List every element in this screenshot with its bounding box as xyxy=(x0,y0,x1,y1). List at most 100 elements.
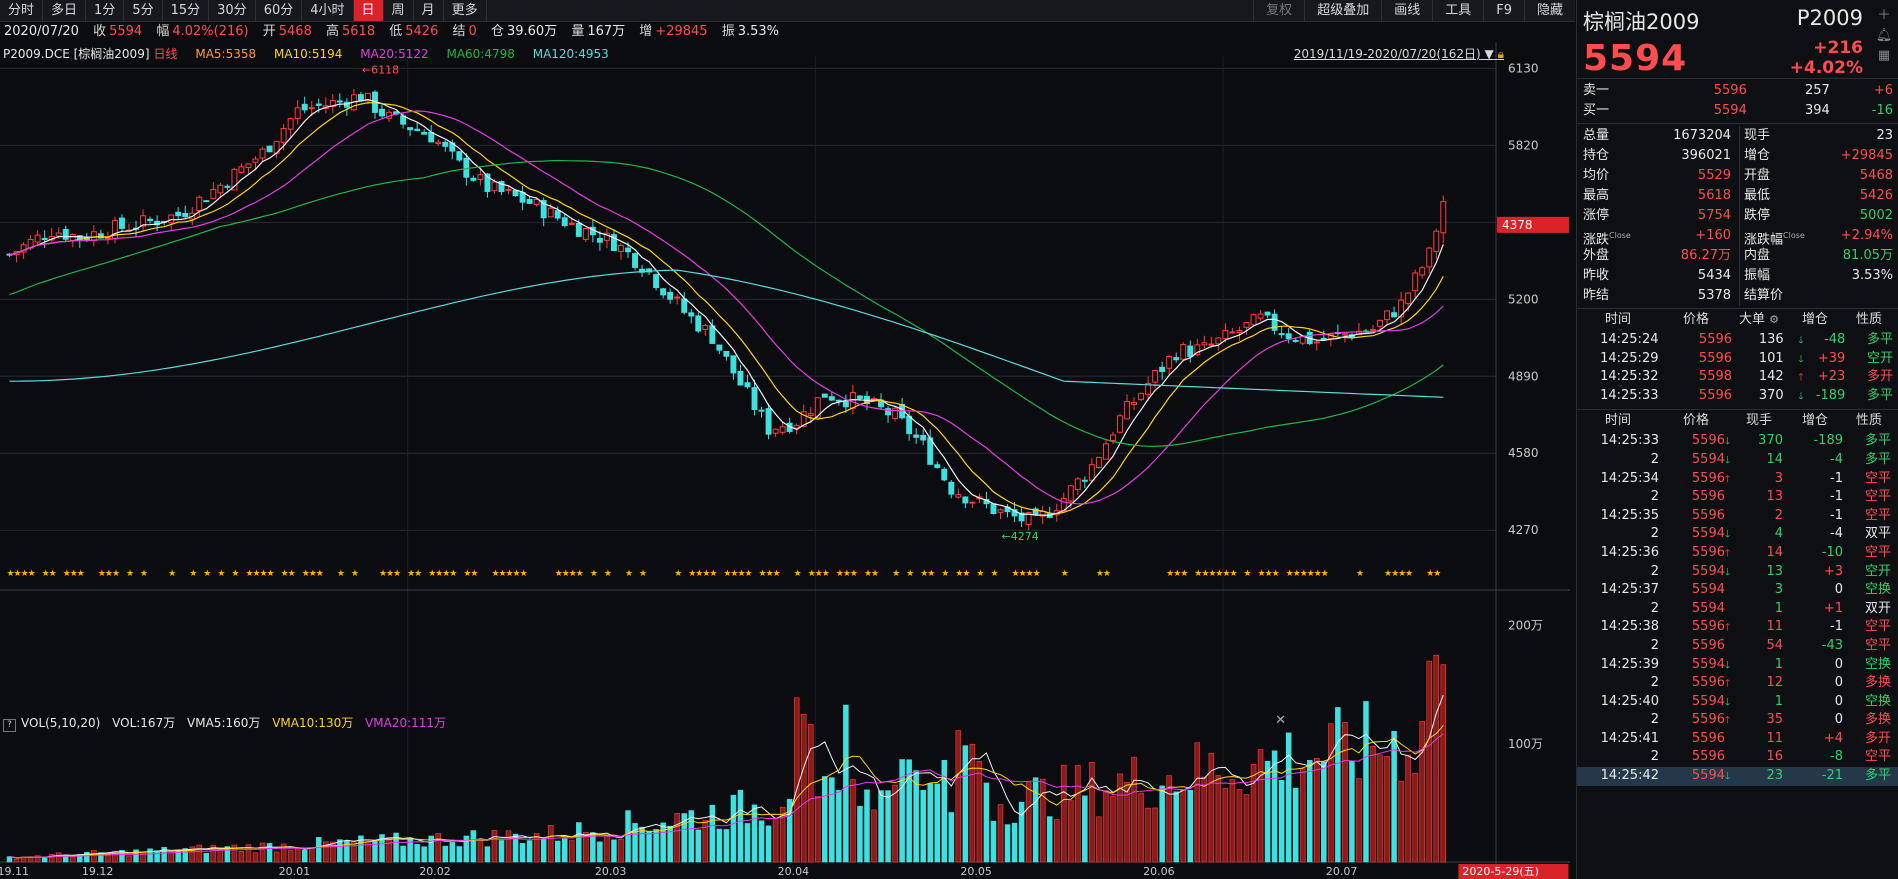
tab-period-3[interactable]: 5分 xyxy=(124,0,163,21)
tab-period-5[interactable]: 30分 xyxy=(209,0,256,21)
toolbar-button-0[interactable]: 复权 xyxy=(1253,0,1304,21)
candle-body xyxy=(1138,393,1145,400)
stat-label-right: 内盘 xyxy=(1739,246,1816,266)
tick-row[interactable]: 14:25:36 5596 🡑 14 -10 空平 xyxy=(1577,544,1898,563)
signal-star: ★ xyxy=(463,569,471,579)
tab-period-10[interactable]: 月 xyxy=(414,0,444,21)
big-trade-row[interactable]: 14:25:32 5598 142 🡑 +23 多开 xyxy=(1577,368,1898,387)
settings-icon[interactable]: ⚙ xyxy=(1769,313,1779,326)
volume-bar xyxy=(1243,794,1250,863)
tab-period-0[interactable]: 分时 xyxy=(0,0,44,21)
tab-period-8[interactable]: 日 xyxy=(353,0,384,21)
signal-star: ★ xyxy=(245,569,253,579)
signal-star: ★ xyxy=(1426,569,1434,579)
kline-chart[interactable]: 6130582055105200489045804270←6118←427443… xyxy=(0,42,1570,879)
candle-body xyxy=(1187,345,1194,357)
signal-star: ★ xyxy=(1026,569,1034,579)
toolbar-button-5[interactable]: 隐藏 xyxy=(1523,0,1575,21)
bell-icon[interactable]: 🔔︎ xyxy=(1875,28,1893,43)
tick-list[interactable]: 时间 价格 现手 增仓 性质 14:25:33 5596 🡓 370 -189 多平 2 5594 🡓 14… xyxy=(1577,410,1898,786)
signal-star: ★ xyxy=(674,569,682,579)
tab-period-1[interactable]: 多日 xyxy=(43,0,87,21)
volume-bar xyxy=(477,838,484,863)
tick-row[interactable]: 14:25:38 5596 🡑 11 -1 空平 xyxy=(1577,618,1898,637)
date-range-selector[interactable]: 2019/11/19-2020/07/20(162日) ▼ 🔒︎ xyxy=(1294,45,1504,62)
help-icon[interactable]: ? xyxy=(3,719,16,732)
signal-star: ★ xyxy=(77,569,85,579)
trade-qty: 136 xyxy=(1758,332,1784,347)
tick-row[interactable]: 2 5596 54 -43 空平 xyxy=(1577,637,1898,656)
tick-oi: -1 xyxy=(1830,489,1843,505)
tick-row[interactable]: 2 5594 1 +1 双开 xyxy=(1577,600,1898,619)
toolbar-button-4[interactable]: F9 xyxy=(1483,0,1524,21)
tick-row[interactable]: 14:25:33 5596 🡓 370 -189 多平 xyxy=(1577,432,1898,451)
x-tick-label: 19.11 xyxy=(0,865,29,878)
volume-bar xyxy=(561,838,568,863)
candle-body xyxy=(1405,292,1412,304)
stat-value-left: 5434 xyxy=(1697,268,1732,283)
tick-row[interactable]: 2 5594 🡓 4 -4 双平 xyxy=(1577,525,1898,544)
candle-body xyxy=(625,247,631,253)
toolbar-button-2[interactable]: 画线 xyxy=(1381,0,1432,21)
volume-bar xyxy=(456,846,463,863)
toolbar-button-1[interactable]: 超级叠加 xyxy=(1304,0,1381,21)
big-trade-row[interactable]: 14:25:29 5596 101 🡓 +39 空开 xyxy=(1577,350,1898,369)
tab-period-7[interactable]: 4小时 xyxy=(302,0,354,21)
close-icon[interactable]: ✕ xyxy=(1275,713,1286,728)
candle-body xyxy=(1018,512,1025,522)
signal-star: ★ xyxy=(260,569,268,579)
tick-row[interactable]: 2 5596 16 -8 空平 xyxy=(1577,748,1898,767)
tick-head-0: 时间 xyxy=(1604,413,1631,429)
candle-body xyxy=(948,481,955,495)
signal-star: ★ xyxy=(1321,569,1329,579)
signal-star: ★ xyxy=(955,569,963,579)
tick-oi: -4 xyxy=(1830,526,1843,542)
toolbar-button-3[interactable]: 工具 xyxy=(1432,0,1483,21)
tick-row[interactable]: 2 5596 13 -1 空平 xyxy=(1577,488,1898,507)
volume-bar xyxy=(1328,723,1334,863)
tab-period-2[interactable]: 1分 xyxy=(86,0,125,21)
stat-value-left: 396021 xyxy=(1681,148,1732,163)
tick-row[interactable]: 14:25:34 5596 🡑 3 -1 空平 xyxy=(1577,470,1898,489)
big-trade-row[interactable]: 14:25:24 5596 136 🡓 -48 多平 xyxy=(1577,331,1898,350)
kline-svg[interactable]: 6130582055105200489045804270←6118←427443… xyxy=(0,42,1570,879)
tick-row[interactable]: 2 5596 🡑 35 0 多换 xyxy=(1577,711,1898,730)
tick-type: 空换 xyxy=(1864,582,1891,598)
tick-row[interactable]: 14:25:41 5596 11 +4 多开 xyxy=(1577,730,1898,749)
plus-icon[interactable]: ＋ xyxy=(1877,8,1891,23)
book-price[interactable]: 5594 xyxy=(1713,103,1747,118)
candle-body xyxy=(695,315,702,332)
stat-row: 涨停 5754 跌停 5002 xyxy=(1577,206,1898,226)
tab-period-4[interactable]: 15分 xyxy=(163,0,210,21)
tab-period-11[interactable]: 更多 xyxy=(444,0,487,21)
candle-body xyxy=(329,100,336,108)
tick-row[interactable]: 14:25:40 5594 🡓 1 0 空换 xyxy=(1577,693,1898,712)
tab-period-9[interactable]: 周 xyxy=(384,0,414,21)
book-price[interactable]: 5596 xyxy=(1713,83,1747,98)
candle-body xyxy=(463,157,470,178)
tick-row[interactable]: 2 5594 🡓 14 -4 多平 xyxy=(1577,451,1898,470)
volume-bar xyxy=(196,844,203,863)
volume-bar xyxy=(969,743,976,863)
lock-icon[interactable]: 🔒︎ xyxy=(1497,47,1504,61)
tick-row[interactable]: 14:25:37 5594 3 0 空换 xyxy=(1577,581,1898,600)
tab-period-6[interactable]: 60分 xyxy=(256,0,303,21)
ma20-label: MA20:5122 xyxy=(360,47,429,61)
volume-bar xyxy=(1060,764,1067,863)
tick-row[interactable]: 14:25:42 5594 🡓 23 -21 多平 xyxy=(1577,767,1898,786)
candle-body xyxy=(800,411,807,427)
big-trade-row[interactable]: 14:25:33 5596 370 🡓 -189 多平 xyxy=(1577,387,1898,406)
volume-bar xyxy=(386,837,392,863)
tick-qty: 370 xyxy=(1758,433,1783,449)
dropdown-icon[interactable]: ▼ xyxy=(1484,47,1494,61)
volume-bar xyxy=(407,837,413,863)
signal-star: ★ xyxy=(506,569,514,579)
last-price: 5594 xyxy=(1583,38,1688,79)
tick-row[interactable]: 14:25:35 5596 2 -1 空平 xyxy=(1577,507,1898,526)
tick-row[interactable]: 14:25:39 5594 🡓 1 0 空换 xyxy=(1577,656,1898,675)
ma5-line xyxy=(9,98,1444,517)
tick-row[interactable]: 2 5596 🡑 12 0 多换 xyxy=(1577,674,1898,693)
candle-body xyxy=(941,468,948,481)
grid-icon[interactable]: ▦ xyxy=(1877,48,1891,63)
tick-row[interactable]: 2 5594 🡓 13 +3 空开 xyxy=(1577,563,1898,582)
